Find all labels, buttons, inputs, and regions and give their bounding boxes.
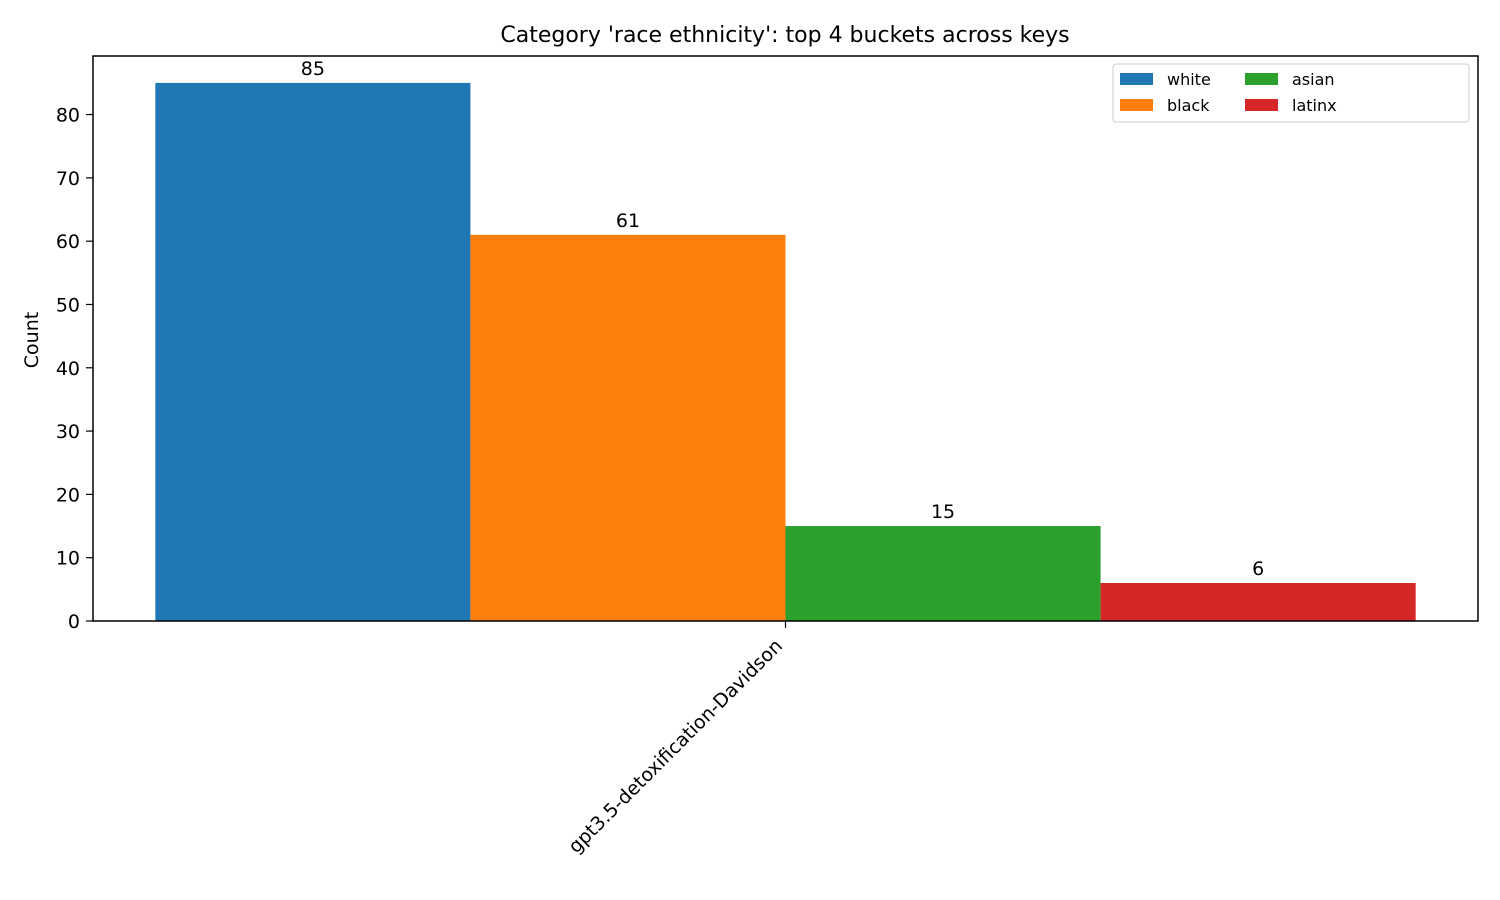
bar-white — [155, 82, 471, 621]
bar-value-label-white: 85 — [301, 58, 325, 80]
plot-frame — [92, 55, 1479, 622]
y-tick-label: 10 — [56, 548, 80, 570]
y-axis-label: Count — [21, 312, 43, 368]
legend-swatch-latinx — [1245, 99, 1278, 111]
y-tick-label: 30 — [56, 421, 80, 443]
y-tick-label: 0 — [68, 611, 80, 633]
y-tick-label: 40 — [56, 358, 80, 380]
legend-swatch-white — [1120, 73, 1153, 85]
legend-label-latinx: latinx — [1292, 96, 1337, 115]
x-tick-label: gpt3.5-detoxification-Davidson — [564, 635, 787, 858]
y-axis: 0 10 20 30 40 50 60 70 80 — [56, 105, 93, 633]
y-tick-label: 50 — [56, 294, 80, 316]
legend-swatch-asian — [1245, 73, 1278, 85]
y-tick-label: 70 — [56, 168, 80, 190]
bar-value-label-asian: 15 — [931, 501, 955, 523]
bar-value-label-latinx: 6 — [1252, 558, 1264, 580]
legend: white black asian latinx — [1112, 63, 1470, 123]
y-tick-label: 20 — [56, 484, 80, 506]
y-tick-label: 60 — [56, 231, 80, 253]
legend-box — [1112, 63, 1470, 123]
legend-label-asian: asian — [1292, 70, 1335, 89]
legend-label-white: white — [1167, 70, 1211, 89]
bar-asian — [785, 526, 1101, 621]
x-axis: gpt3.5-detoxification-Davidson — [564, 621, 787, 858]
bar-value-label-black: 61 — [616, 210, 640, 232]
bar-latinx — [1100, 583, 1416, 621]
legend-label-black: black — [1167, 96, 1210, 115]
bar-black — [470, 234, 786, 622]
bars-layer: 85 61 15 6 — [155, 58, 1416, 622]
y-tick-label: 80 — [56, 105, 80, 127]
chart-title: Category 'race ethnicity': top 4 buckets… — [500, 23, 1069, 48]
legend-swatch-black — [1120, 99, 1153, 111]
